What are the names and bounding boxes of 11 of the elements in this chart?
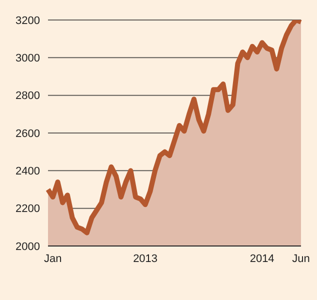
y-tick-label: 2600 [16,128,40,140]
x-tick-label: 2014 [250,252,274,265]
y-tick-label: 2400 [16,166,40,178]
y-tick-label: 2200 [16,203,40,216]
x-tick-label: 2013 [133,252,158,265]
y-tick-label: 2800 [16,90,40,102]
x-tick-label: Jun [292,252,310,265]
y-tick-label: 3200 [16,14,40,27]
y-tick-label: 2000 [16,240,40,253]
x-tick-label: Jan [44,252,62,265]
y-tick-label: 3000 [16,52,40,65]
